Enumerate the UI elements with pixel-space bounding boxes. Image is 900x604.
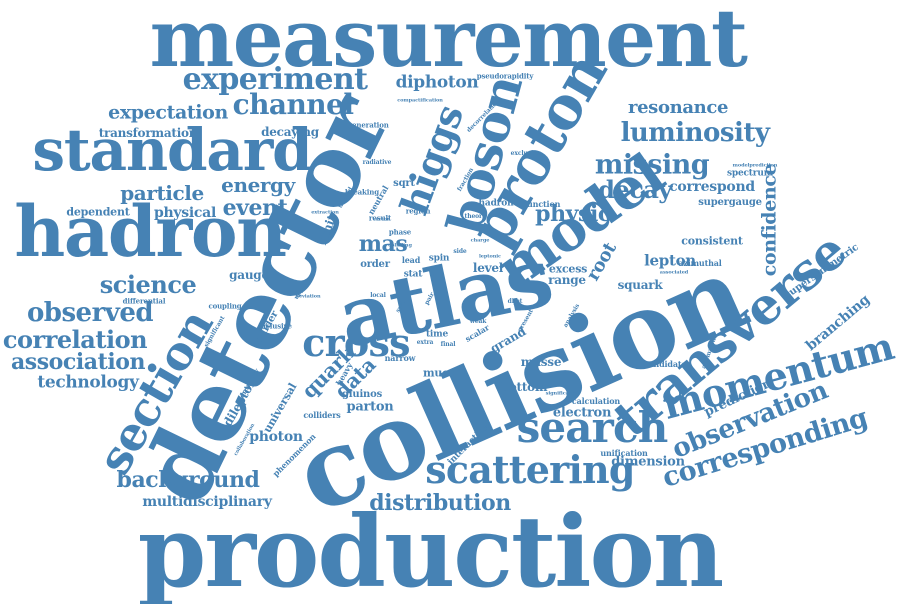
word-order: order	[360, 259, 390, 270]
word-bottom: bottom	[500, 380, 548, 394]
word-weak: weak	[469, 318, 487, 325]
word-cross: cross	[302, 320, 410, 365]
word-confidence: confidence	[758, 163, 781, 277]
word-significance: significance	[545, 390, 579, 397]
word-extraction: extraction	[311, 209, 339, 216]
word-background: background	[116, 467, 260, 493]
word-supergauge: supergauge	[698, 197, 762, 208]
word-side: side	[453, 248, 467, 255]
word-unification: unification	[600, 448, 648, 458]
word-colliding: colliding	[388, 242, 412, 249]
word-electron: electron	[552, 405, 612, 421]
word-search: search	[516, 403, 669, 452]
word-luminosity: luminosity	[620, 118, 770, 148]
word-time: time	[425, 329, 449, 340]
word-physical: physical	[154, 205, 216, 221]
word-spectrum: spectrum	[726, 168, 774, 179]
word-inclusive: inclusive	[258, 321, 292, 331]
word-modelprediction: modelprediction	[732, 162, 778, 169]
word-squark: squark	[617, 278, 663, 292]
word-compactification: compactification	[397, 97, 443, 104]
word-differential: differential	[122, 296, 166, 306]
word-observed: observed	[26, 298, 154, 328]
word-calculation: calculation	[571, 396, 621, 406]
word-diphoton: diphoton	[395, 72, 479, 93]
word-correspond: correspond	[669, 179, 755, 195]
word-energy: energy	[221, 173, 295, 197]
word-distribution: distribution	[369, 490, 511, 516]
word-gauge: gauge	[229, 268, 269, 282]
word-correlation: correlation	[2, 325, 148, 354]
word-dijet: dijet	[507, 298, 523, 305]
word-excess: excess	[548, 262, 588, 276]
word-masse: masse	[520, 355, 562, 369]
word-production: production	[137, 495, 724, 604]
word-scattering: scattering	[425, 447, 635, 492]
word-experiment: experiment	[182, 62, 368, 97]
word-expectation: expectation	[108, 101, 228, 124]
word-stat: stat	[403, 269, 423, 280]
word-local: local	[370, 292, 386, 299]
word-leptonic: leptonic	[478, 253, 502, 260]
word-narrow: narrow	[384, 353, 416, 363]
word-region: region	[405, 206, 431, 216]
word-missing: missing	[594, 149, 710, 181]
word-radiative: radiative	[362, 159, 392, 166]
word-event: event	[222, 195, 288, 221]
word-photon: photon	[249, 429, 303, 445]
word-standard: standard	[32, 116, 312, 184]
word-colliders: colliders	[303, 410, 341, 420]
word-deviation: deviation	[295, 293, 321, 300]
word-azimuthal: azimuthal	[678, 258, 722, 268]
word-range: range	[548, 273, 586, 287]
word-technology: technology	[37, 372, 139, 393]
word-associated: associated	[659, 269, 689, 276]
word-exclusion: exclusion	[510, 150, 542, 157]
word-spin: spin	[428, 253, 450, 264]
word-mas: mas	[358, 231, 408, 257]
word-sqrt: sqrt	[393, 178, 415, 189]
word-phase: phase	[388, 227, 412, 237]
word-transformation: transformation	[98, 126, 198, 140]
word-parton: parton	[346, 399, 394, 415]
word-charge: charge	[470, 237, 490, 244]
word-muon: muon	[422, 366, 458, 380]
word-multidisciplinary: multidisciplinary	[142, 494, 272, 510]
word-theory: theory	[464, 213, 486, 220]
word-lepton: lepton	[644, 251, 696, 270]
word-decay: decay	[598, 175, 672, 204]
word-lead: lead	[401, 255, 421, 265]
word-extra: extra	[416, 339, 434, 346]
word-coupling: coupling	[208, 301, 242, 311]
word-breaking: breaking	[345, 187, 379, 197]
word-particle: particle	[120, 181, 204, 205]
word-final: final	[440, 341, 456, 348]
word-decaying: decaying	[261, 125, 319, 139]
word-level: level	[472, 261, 504, 275]
word-vector: vector	[372, 216, 390, 223]
word-consistent: consistent	[681, 234, 743, 248]
word-association: association	[10, 349, 146, 375]
word-physic: physic	[535, 201, 611, 227]
word-hadron-small: hadron	[478, 198, 514, 209]
word-science: science	[99, 270, 197, 299]
word-measurement: measurement	[149, 0, 748, 85]
word-dimension: dimension	[611, 454, 685, 470]
word-result: result	[368, 213, 392, 223]
word-function: function	[523, 199, 561, 209]
word-hadron: hadron	[14, 190, 287, 273]
word-channel: channel	[232, 88, 354, 121]
word-gluinos: gluinos	[341, 389, 383, 400]
word-generation: generation	[347, 120, 389, 130]
word-dependent: dependent	[66, 205, 130, 219]
word-pseudorapidity: pseudorapidity	[476, 71, 534, 81]
word-candidate: candidate	[643, 359, 687, 369]
word-resonance: resonance	[627, 97, 729, 118]
